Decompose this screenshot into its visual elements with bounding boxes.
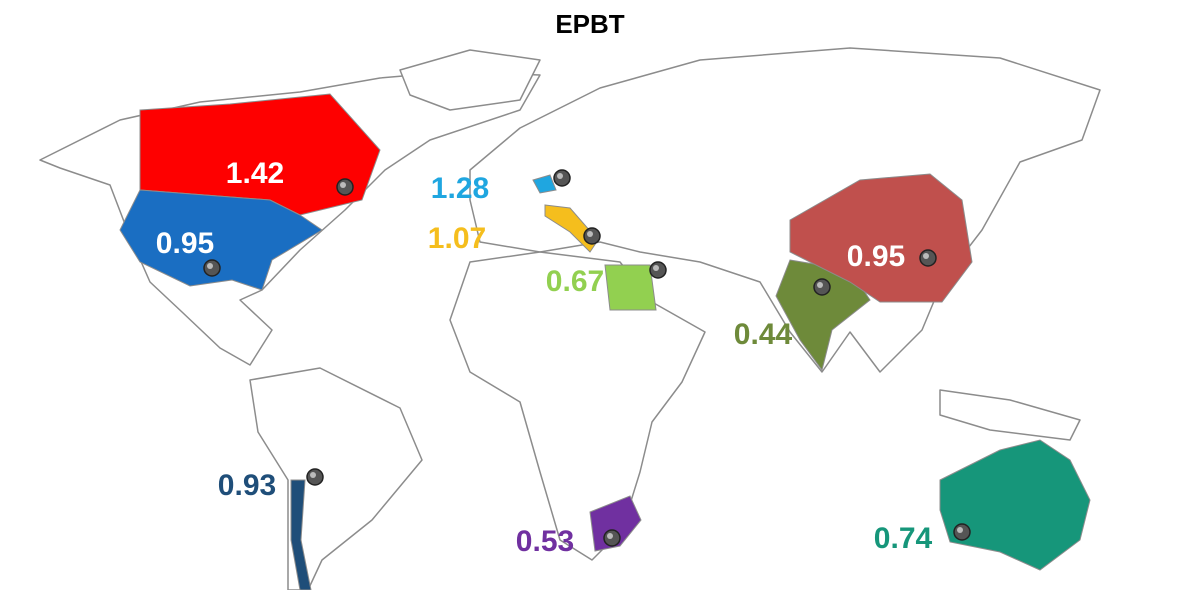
value-label: 0.74 — [874, 522, 933, 555]
region — [532, 174, 557, 194]
southeast-asia-islands — [939, 389, 1081, 441]
value-label: 0.44 — [734, 318, 793, 351]
pin-highlight — [587, 231, 593, 237]
pin-highlight — [653, 265, 659, 271]
value-label: 1.42 — [226, 157, 284, 190]
labels: 1.42 0.95 1.28 1.07 0.67 0.44 0.95 0.93 0.53 0.74 — [156, 157, 971, 558]
pin-highlight — [207, 263, 213, 269]
pin-highlight — [607, 533, 613, 539]
africa — [449, 251, 706, 561]
pin-highlight — [557, 173, 563, 179]
map-title: EPBT — [555, 9, 624, 39]
value-label: 1.07 — [428, 222, 486, 255]
pin-highlight — [817, 282, 823, 288]
regions — [119, 93, 1091, 590]
region — [290, 479, 312, 590]
value-label: 0.53 — [516, 525, 574, 558]
value-label: 0.67 — [546, 265, 604, 298]
value-label: 0.95 — [156, 227, 214, 260]
region — [589, 495, 642, 552]
region — [789, 173, 973, 303]
greenland — [399, 49, 541, 111]
pin-highlight — [957, 527, 963, 533]
value-label: 1.28 — [431, 172, 489, 205]
pin-highlight — [310, 472, 316, 478]
region — [939, 439, 1091, 571]
value-label: 0.93 — [218, 469, 276, 502]
value-label: 0.95 — [847, 240, 905, 273]
pin-highlight — [340, 182, 346, 188]
pin-highlight — [923, 253, 929, 259]
region — [604, 264, 657, 311]
region — [119, 189, 323, 291]
